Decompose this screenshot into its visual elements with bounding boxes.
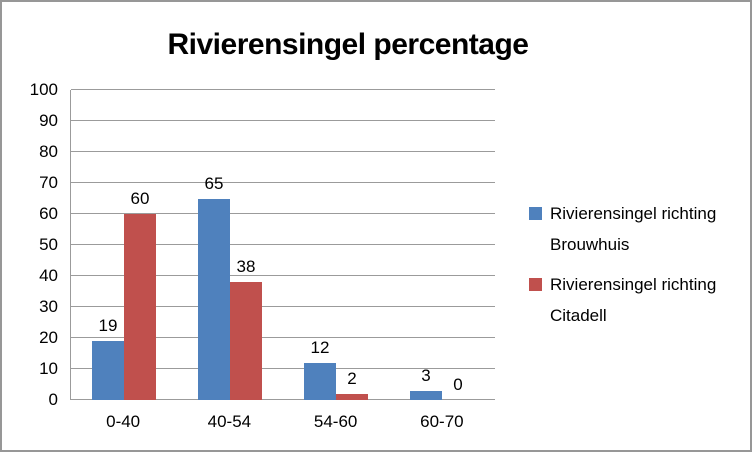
bar-slot: 12	[304, 90, 336, 400]
bar-value-label: 65	[204, 173, 224, 193]
gridline	[71, 151, 495, 152]
x-axis-category-label: 54-60	[313, 412, 358, 431]
bar-value-label: 60	[130, 189, 150, 208]
gridline	[71, 213, 495, 214]
y-axis-labels: 0 10 20 30 40 50 60 70 80 90 100	[2, 80, 64, 409]
legend: Rivierensingel richting Brouwhuis Riviere…	[529, 198, 750, 340]
y-axis-tick-label: 20	[39, 328, 58, 347]
gridline	[71, 89, 495, 90]
gridline	[71, 337, 495, 338]
gridline	[71, 368, 495, 369]
bar-value-label: 0	[453, 375, 463, 394]
plot-area: 19 60 65 38 12 2 3 0	[70, 89, 495, 400]
gridline	[71, 275, 495, 276]
bar-slot: 19	[92, 90, 124, 400]
legend-swatch-icon	[529, 207, 542, 220]
bar	[410, 390, 442, 400]
y-axis-tick-label: 60	[39, 204, 58, 223]
y-axis-tick-label: 10	[39, 359, 58, 378]
legend-item: Rivierensingel richting Brouwhuis	[529, 198, 750, 260]
bar-value-label: 2	[347, 368, 357, 388]
bar	[124, 214, 156, 400]
legend-label: Rivierensingel richting Brouwhuis	[550, 204, 717, 254]
y-axis-tick-label: 100	[29, 80, 58, 99]
y-axis-tick-label: 40	[39, 266, 58, 285]
bar	[230, 282, 262, 400]
y-axis-tick-label: 90	[39, 111, 58, 130]
bar-value-label: 38	[236, 257, 256, 277]
gridline	[71, 182, 495, 183]
legend-item: Rivierensingel richting Citadell	[529, 269, 750, 331]
x-axis-category-label: 0-40	[106, 412, 141, 431]
bars-layer: 19 60 65 38 12 2 3 0	[71, 90, 495, 400]
grid-layer	[71, 89, 495, 400]
y-axis-tick-label: 30	[39, 297, 58, 316]
gridline	[71, 399, 495, 400]
bar-slot: 38	[230, 90, 262, 400]
category-group: 19 60	[71, 90, 177, 400]
bar-value-label: 3	[421, 365, 431, 385]
y-axis-tick-label: 70	[39, 173, 58, 192]
category-group: 65 38	[177, 90, 283, 400]
bar	[336, 393, 368, 400]
bar-slot: 65	[198, 90, 230, 400]
bar	[92, 341, 124, 400]
bar-slot: 0	[442, 90, 474, 400]
y-axis-tick-label: 0	[48, 390, 58, 409]
bar-slot: 60	[124, 90, 156, 400]
gridline	[71, 306, 495, 307]
x-axis-category-label: 60-70	[420, 412, 464, 431]
bar	[304, 362, 336, 400]
y-axis-tick-label: 80	[39, 142, 58, 161]
gridline	[71, 120, 495, 121]
bar-slot: 3	[410, 90, 442, 400]
bar-value-label: 19	[98, 316, 118, 336]
bar	[198, 198, 230, 400]
legend-label: Rivierensingel richting Citadell	[550, 275, 717, 325]
gridline	[71, 244, 495, 245]
legend-swatch-icon	[529, 278, 542, 291]
x-axis-labels: 0-40 40-54 54-60 60-70	[70, 412, 495, 432]
bar-slot: 2	[336, 90, 368, 400]
x-axis-category-label: 40-54	[207, 412, 252, 431]
y-axis-tick-label: 50	[39, 235, 58, 254]
category-group: 12 2	[283, 90, 389, 400]
bar-value-label: 12	[310, 337, 330, 357]
chart-title: Rivierensingel percentage	[167, 28, 529, 61]
